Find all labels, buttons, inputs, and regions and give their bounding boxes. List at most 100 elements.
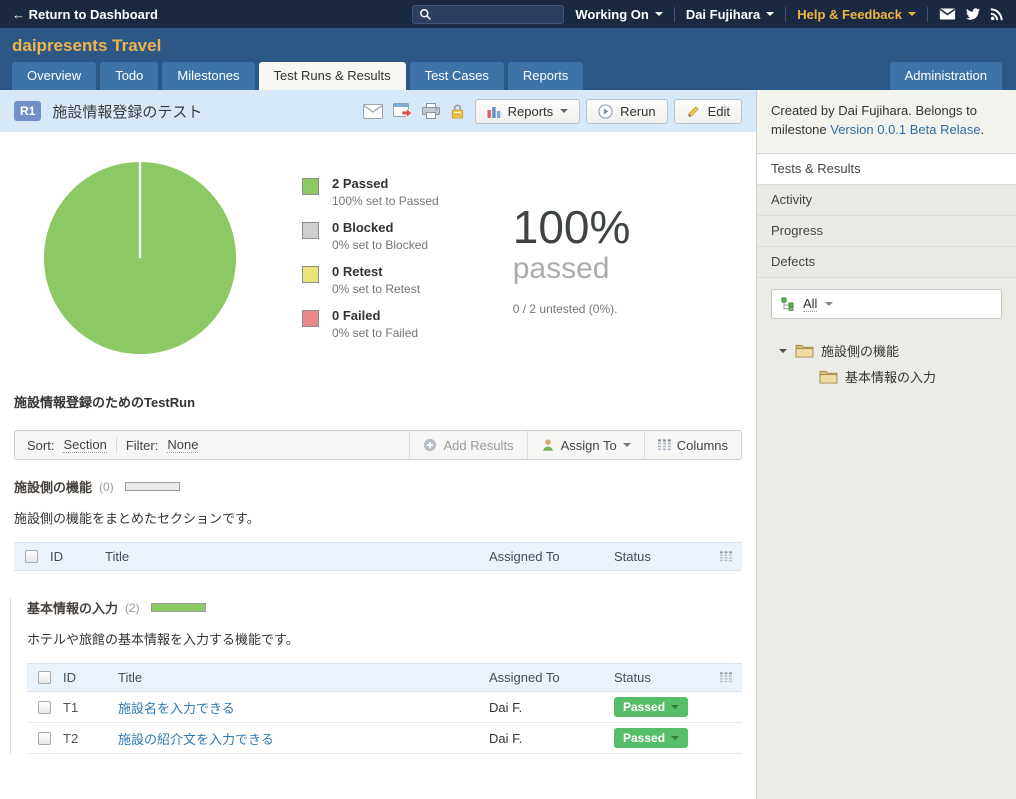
section-parent: 施設側の機能 (0) 施設側の機能をまとめたセクションです。 ID Title … xyxy=(14,477,742,571)
tab-milestones[interactable]: Milestones xyxy=(162,62,254,90)
add-results-button[interactable]: Add Results xyxy=(409,431,526,459)
chevron-down-icon xyxy=(560,109,568,113)
untested-note: 0 / 2 untested (0%). xyxy=(513,302,631,316)
sidebar-item-defects[interactable]: Defects xyxy=(757,247,1016,278)
pencil-icon xyxy=(686,104,701,119)
column-header-title[interactable]: Title xyxy=(105,549,489,564)
twitter-icon[interactable] xyxy=(965,7,981,21)
chevron-down-icon xyxy=(655,12,663,16)
milestone-link[interactable]: Version 0.0.1 Beta Relase xyxy=(830,122,980,137)
section-count: (0) xyxy=(99,480,114,494)
print-icon[interactable] xyxy=(422,103,440,119)
tree-node-parent[interactable]: 施設側の機能 xyxy=(779,338,1016,364)
lock-icon[interactable] xyxy=(450,103,465,119)
retest-swatch xyxy=(302,266,319,283)
test-title-link[interactable]: 施設の紹介文を入力できる xyxy=(118,732,274,747)
test-title-link[interactable]: 施設名を入力できる xyxy=(118,701,235,716)
user-menu[interactable]: Dai Fujihara xyxy=(686,7,774,22)
results-pie-chart xyxy=(42,160,238,356)
assign-to-button[interactable]: Assign To xyxy=(527,431,644,459)
tab-overview[interactable]: Overview xyxy=(12,62,96,90)
chevron-down-icon xyxy=(671,705,679,709)
tab-administration[interactable]: Administration xyxy=(890,62,1002,90)
tree-expand-icon[interactable] xyxy=(779,349,787,353)
status-button[interactable]: Passed xyxy=(614,728,688,748)
table-header-row: ID Title Assigned To Status xyxy=(27,663,742,692)
edit-button[interactable]: Edit xyxy=(674,99,742,124)
passed-swatch xyxy=(302,178,319,195)
section-description: 施設側の機能をまとめたセクションです。 xyxy=(14,508,742,527)
section-tree: 施設側の機能 基本情報の入力 xyxy=(757,330,1016,390)
search-input[interactable] xyxy=(437,7,557,21)
blocked-swatch xyxy=(302,222,319,239)
legend-item-passed: 2 Passed100% set to Passed xyxy=(302,176,439,208)
right-sidebar: Created by Dai Fujihara. Belongs to mile… xyxy=(756,90,1016,799)
reports-button[interactable]: Reports xyxy=(475,99,581,124)
working-on-menu[interactable]: Working On xyxy=(575,7,662,22)
rerun-button[interactable]: Rerun xyxy=(586,99,667,124)
help-feedback-menu[interactable]: Help & Feedback xyxy=(797,7,916,22)
divider xyxy=(785,7,786,22)
rss-icon[interactable] xyxy=(990,7,1004,21)
test-id: T1 xyxy=(63,700,118,715)
tab-test-runs-results[interactable]: Test Runs & Results xyxy=(259,62,406,90)
results-toolbar: Sort: Section Filter: None Add Results A… xyxy=(14,430,742,460)
bar-chart-icon xyxy=(487,105,501,118)
search-icon xyxy=(419,8,432,21)
columns-icon[interactable] xyxy=(720,551,732,562)
table-row: T1 施設名を入力できる Dai F. Passed xyxy=(27,692,742,723)
section-child: 基本情報の入力 (2) ホテルや旅館の基本情報を入力する機能です。 ID Tit… xyxy=(10,598,742,754)
tree-filter-dropdown[interactable]: All xyxy=(771,289,1002,319)
search-box[interactable] xyxy=(412,5,564,24)
tab-reports[interactable]: Reports xyxy=(508,62,584,90)
chevron-down-icon xyxy=(908,12,916,16)
divider xyxy=(674,7,675,22)
columns-icon[interactable] xyxy=(720,672,732,683)
column-header-assigned-to[interactable]: Assigned To xyxy=(489,549,614,564)
column-header-status[interactable]: Status xyxy=(614,670,714,685)
return-to-dashboard-link[interactable]: ← Return to Dashboard xyxy=(12,7,158,22)
pass-rate-summary: 100% passed 0 / 2 untested (0%). xyxy=(513,200,631,356)
pie-legend: 2 Passed100% set to Passed 0 Blocked0% s… xyxy=(302,176,439,356)
columns-button[interactable]: Columns xyxy=(644,431,741,459)
column-header-title[interactable]: Title xyxy=(118,670,489,685)
tab-test-cases[interactable]: Test Cases xyxy=(410,62,504,90)
sort-label: Sort: xyxy=(27,438,54,453)
test-id: T2 xyxy=(63,731,118,746)
assigned-to: Dai F. xyxy=(489,731,614,746)
failed-swatch xyxy=(302,310,319,327)
tab-todo[interactable]: Todo xyxy=(100,62,158,90)
legend-item-blocked: 0 Blocked0% set to Blocked xyxy=(302,220,439,252)
tree-node-label[interactable]: 施設側の機能 xyxy=(821,341,899,360)
sidebar-item-progress[interactable]: Progress xyxy=(757,216,1016,247)
select-all-checkbox[interactable] xyxy=(25,550,38,563)
run-meta-info: Created by Dai Fujihara. Belongs to mile… xyxy=(757,90,1016,154)
sidebar-item-activity[interactable]: Activity xyxy=(757,185,1016,216)
email-run-icon[interactable] xyxy=(363,104,383,119)
section-progress-bar xyxy=(151,603,206,612)
column-header-id[interactable]: ID xyxy=(50,549,105,564)
export-icon[interactable] xyxy=(393,103,412,119)
chevron-down-icon xyxy=(825,302,833,306)
sidebar-item-tests-results[interactable]: Tests & Results xyxy=(757,154,1016,185)
tree-filter-value: All xyxy=(803,296,817,312)
column-header-id[interactable]: ID xyxy=(63,670,118,685)
row-checkbox[interactable] xyxy=(38,701,51,714)
tab-bar: Overview Todo Milestones Test Runs & Res… xyxy=(12,62,583,90)
status-button[interactable]: Passed xyxy=(614,697,688,717)
tree-node-label[interactable]: 基本情報の入力 xyxy=(845,367,936,386)
sort-value-link[interactable]: Section xyxy=(63,437,106,453)
chevron-down-icon xyxy=(766,12,774,16)
select-all-checkbox[interactable] xyxy=(38,671,51,684)
tests-table: ID Title Assigned To Status xyxy=(14,542,742,571)
results-overview: 2 Passed100% set to Passed 0 Blocked0% s… xyxy=(0,132,756,356)
column-header-status[interactable]: Status xyxy=(614,549,714,564)
row-checkbox[interactable] xyxy=(38,732,51,745)
chevron-down-icon xyxy=(671,736,679,740)
filter-value-link[interactable]: None xyxy=(167,437,198,453)
mail-icon[interactable] xyxy=(939,7,956,21)
column-header-assigned-to[interactable]: Assigned To xyxy=(489,670,614,685)
tree-node-child[interactable]: 基本情報の入力 xyxy=(819,364,1016,390)
top-bar: ← Return to Dashboard Working On Dai Fuj… xyxy=(0,0,1016,28)
section-title: 施設側の機能 xyxy=(14,477,92,496)
